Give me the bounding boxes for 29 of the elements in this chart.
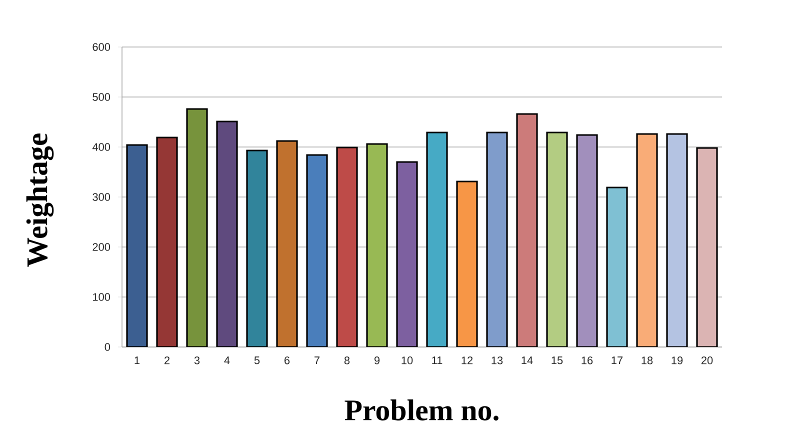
x-tick-label: 4: [224, 356, 230, 364]
x-tick-label: 19: [672, 356, 683, 364]
x-tick-label: 2: [164, 356, 170, 364]
x-tick-label: 18: [642, 356, 653, 364]
y-tick-label: 200: [92, 243, 110, 251]
y-axis-title: Weightage: [26, 134, 54, 267]
x-tick-label: 20: [701, 356, 713, 364]
x-tick-label: 7: [314, 356, 320, 364]
x-tick-label: 13: [492, 356, 503, 364]
y-tick-label: 300: [92, 193, 110, 201]
x-tick-label: 8: [344, 356, 350, 364]
y-tick-label: 500: [92, 93, 110, 101]
x-tick-label: 10: [402, 356, 413, 364]
x-tick-label: 3: [194, 356, 200, 364]
x-tick-label: 1: [134, 356, 140, 364]
x-tick-label: 14: [522, 356, 533, 364]
y-tick-label: 100: [93, 293, 110, 301]
x-tick-label: 12: [462, 356, 473, 364]
x-tick-label: 9: [374, 356, 380, 364]
x-tick-label: 5: [254, 356, 260, 364]
x-tick-label: 6: [284, 356, 290, 364]
y-tick-label: 0: [104, 343, 110, 351]
y-tick-label: 400: [92, 143, 110, 151]
y-tick-label: 600: [92, 43, 110, 51]
x-axis-title: Problem no.: [344, 399, 498, 421]
x-tick-label: 17: [612, 356, 623, 364]
x-tick-label: 11: [432, 356, 442, 364]
x-tick-label: 15: [552, 356, 563, 364]
x-tick-label: 16: [582, 356, 593, 364]
